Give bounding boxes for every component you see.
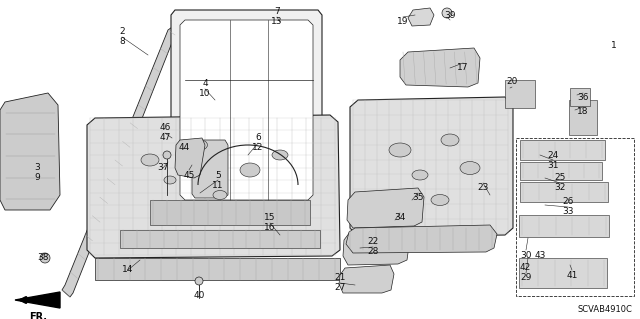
Text: 21: 21 <box>334 273 346 283</box>
Text: 39: 39 <box>444 11 456 19</box>
Bar <box>505 80 535 108</box>
Text: 18: 18 <box>577 108 589 116</box>
Text: 31: 31 <box>547 160 559 169</box>
Text: 13: 13 <box>271 18 283 26</box>
Text: 1: 1 <box>611 41 617 49</box>
Bar <box>520 140 605 160</box>
Text: 22: 22 <box>367 238 379 247</box>
Bar <box>569 100 597 135</box>
Text: 26: 26 <box>563 197 573 206</box>
Polygon shape <box>171 10 322 208</box>
Ellipse shape <box>213 190 227 199</box>
Polygon shape <box>62 25 180 297</box>
Polygon shape <box>180 20 313 200</box>
Ellipse shape <box>240 163 260 177</box>
Bar <box>516 138 634 296</box>
Text: 7: 7 <box>274 8 280 17</box>
Polygon shape <box>400 48 480 87</box>
Text: 12: 12 <box>252 144 264 152</box>
Polygon shape <box>346 225 497 253</box>
Ellipse shape <box>412 170 428 180</box>
Ellipse shape <box>460 161 480 174</box>
Polygon shape <box>0 93 60 210</box>
Bar <box>520 162 602 180</box>
Text: 17: 17 <box>457 63 468 72</box>
Polygon shape <box>408 8 434 26</box>
Bar <box>519 258 607 288</box>
Text: 3: 3 <box>34 164 40 173</box>
Text: 38: 38 <box>37 254 49 263</box>
Text: 15: 15 <box>264 213 276 222</box>
Text: 36: 36 <box>577 93 589 102</box>
Ellipse shape <box>193 140 207 150</box>
Text: 43: 43 <box>534 250 546 259</box>
Text: 29: 29 <box>520 273 532 283</box>
Ellipse shape <box>164 176 176 184</box>
Text: 30: 30 <box>520 250 532 259</box>
Text: 16: 16 <box>264 224 276 233</box>
Text: 11: 11 <box>212 181 224 189</box>
Text: 2: 2 <box>119 27 125 36</box>
Text: 28: 28 <box>367 248 379 256</box>
Polygon shape <box>192 140 228 198</box>
Bar <box>120 230 320 248</box>
Bar <box>519 215 609 237</box>
Text: 6: 6 <box>255 133 261 143</box>
Circle shape <box>163 151 171 159</box>
Text: 8: 8 <box>119 38 125 47</box>
Text: 34: 34 <box>394 213 406 222</box>
Text: 24: 24 <box>547 151 559 160</box>
Bar <box>150 200 310 225</box>
Circle shape <box>442 8 452 18</box>
Polygon shape <box>347 188 424 228</box>
Text: 25: 25 <box>554 174 566 182</box>
Ellipse shape <box>272 150 288 160</box>
Text: 23: 23 <box>477 183 489 192</box>
Circle shape <box>40 253 50 263</box>
Text: 5: 5 <box>215 170 221 180</box>
Ellipse shape <box>141 154 159 166</box>
Text: 33: 33 <box>563 207 573 217</box>
Text: SCVAB4910C: SCVAB4910C <box>577 305 632 314</box>
Bar <box>95 258 340 280</box>
Text: 9: 9 <box>34 174 40 182</box>
Text: 4: 4 <box>202 79 208 88</box>
Ellipse shape <box>389 143 411 157</box>
Polygon shape <box>350 97 513 237</box>
Polygon shape <box>339 265 394 293</box>
Polygon shape <box>175 138 205 178</box>
Text: 42: 42 <box>520 263 531 272</box>
Text: 47: 47 <box>159 133 171 143</box>
Text: 46: 46 <box>159 123 171 132</box>
Polygon shape <box>343 229 410 265</box>
Ellipse shape <box>441 134 459 146</box>
Text: 19: 19 <box>397 18 409 26</box>
Bar <box>570 88 590 106</box>
Text: 10: 10 <box>199 90 211 99</box>
Text: 37: 37 <box>157 164 169 173</box>
Text: 35: 35 <box>412 194 424 203</box>
Polygon shape <box>87 115 340 258</box>
Text: 41: 41 <box>566 271 578 279</box>
Text: 44: 44 <box>179 144 189 152</box>
Text: 27: 27 <box>334 284 346 293</box>
Text: 20: 20 <box>506 78 518 86</box>
Circle shape <box>195 277 203 285</box>
Ellipse shape <box>431 195 449 205</box>
Text: FR.: FR. <box>29 312 47 319</box>
Text: 14: 14 <box>122 265 134 275</box>
Text: 45: 45 <box>183 170 195 180</box>
Bar <box>520 182 608 202</box>
Text: 32: 32 <box>554 183 566 192</box>
Polygon shape <box>15 292 60 308</box>
Text: 40: 40 <box>193 291 205 300</box>
